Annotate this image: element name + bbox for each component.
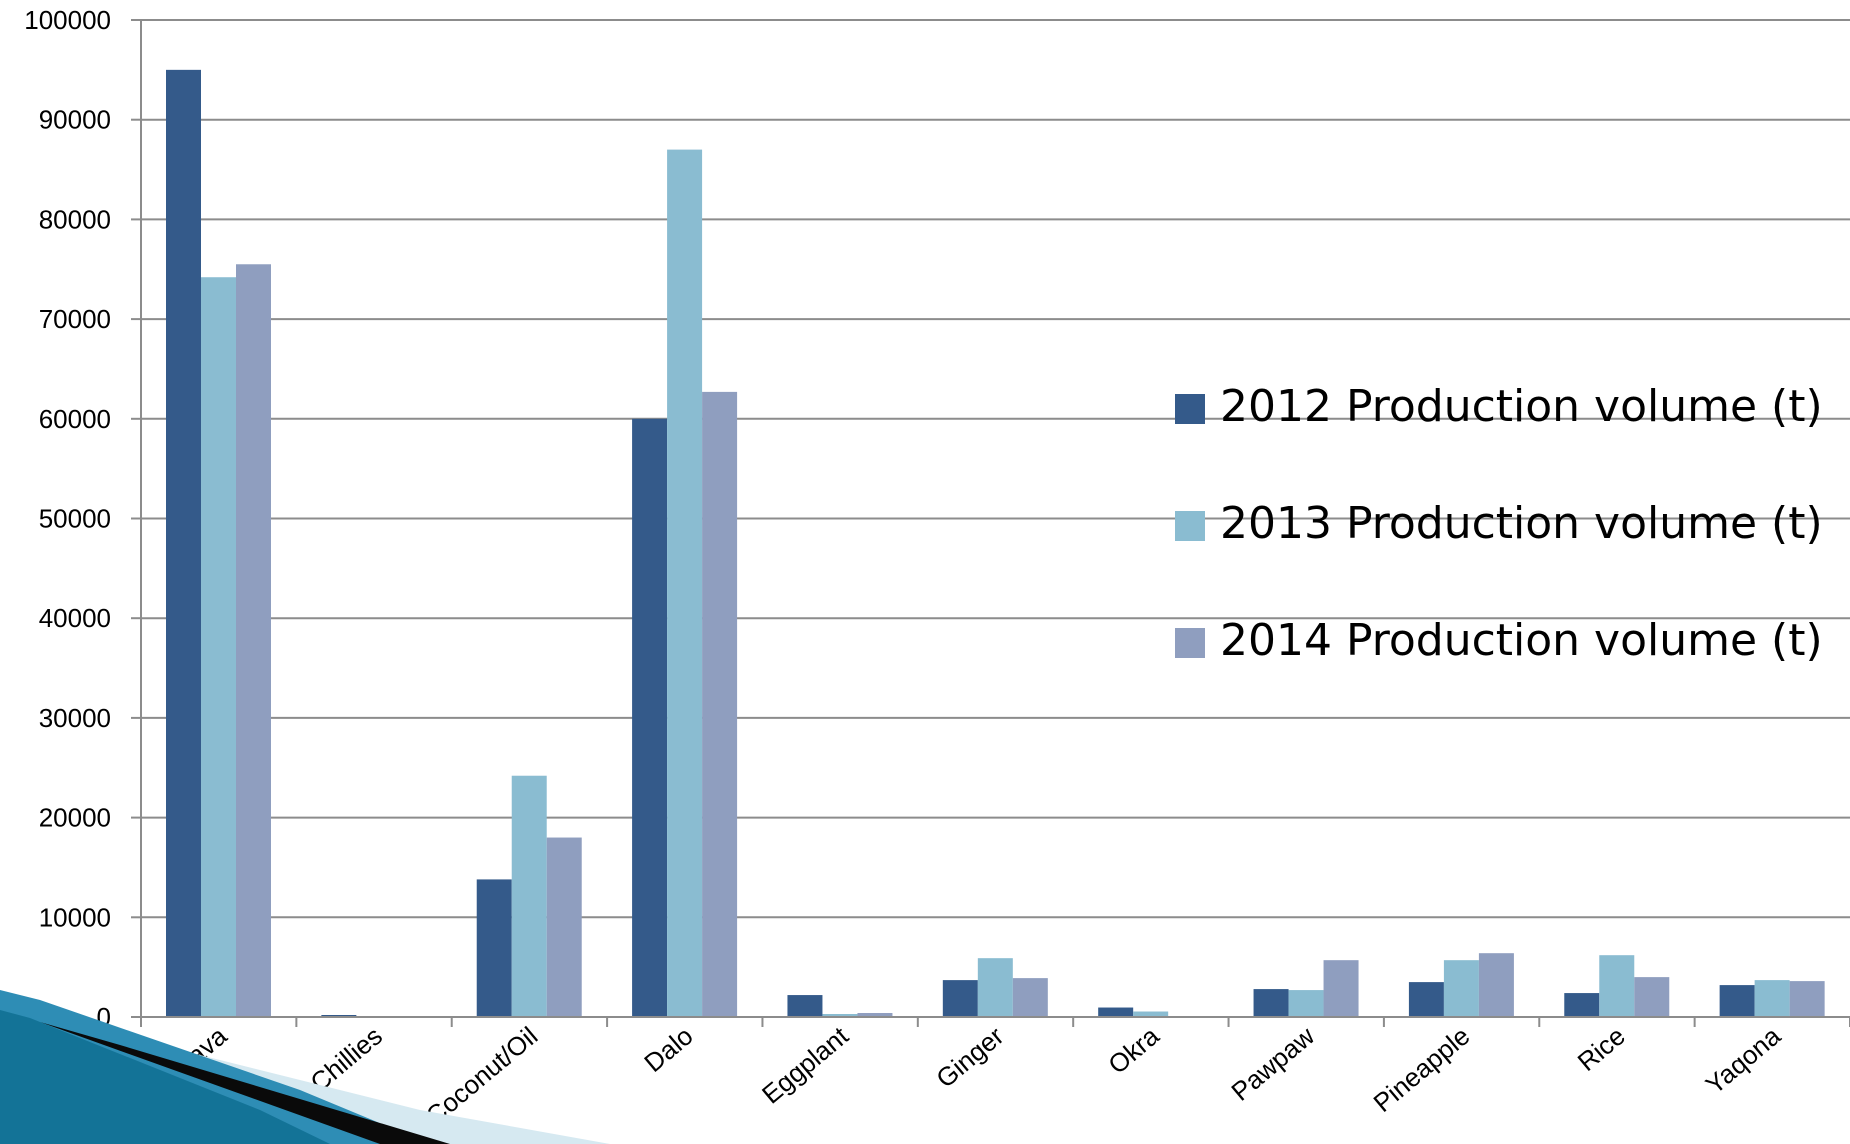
bar-okra-s1 <box>1133 1011 1169 1017</box>
y-tick-label: 80000 <box>39 204 111 234</box>
bar-coconutoil-s0 <box>476 879 512 1017</box>
x-category-label: Rice <box>1572 1021 1631 1077</box>
bar-cassava-s2 <box>236 264 271 1017</box>
x-category-label: Yaqona <box>1700 1020 1787 1100</box>
bar-pineapple-s2 <box>1478 953 1514 1017</box>
bar-eggplant-s0 <box>787 995 823 1017</box>
x-category-label: Okra <box>1102 1020 1165 1080</box>
legend: 2012 Production volume (t) 2013 Productio… <box>1175 381 1823 666</box>
slide-corner-decoration <box>0 990 610 1144</box>
bar-eggplant-s1 <box>822 1014 858 1017</box>
y-tick-label: 70000 <box>39 304 111 334</box>
bar-pawpaw-s1 <box>1288 990 1324 1017</box>
bar-pawpaw-s2 <box>1323 960 1359 1017</box>
x-category-label: Pineapple <box>1368 1021 1476 1118</box>
y-tick-label: 60000 <box>39 404 111 434</box>
bar-pineapple-s1 <box>1443 960 1479 1017</box>
bar-coconutoil-s2 <box>546 837 582 1017</box>
bar-dalo-s1 <box>667 149 703 1018</box>
bar-okra-s0 <box>1098 1007 1134 1017</box>
y-axis-ticks: 0100002000030000400005000060000700008000… <box>24 5 141 1032</box>
bar-ginger-s1 <box>977 958 1013 1017</box>
bar-yaqona-s0 <box>1719 985 1755 1017</box>
bar-coconutoil-s1 <box>511 775 547 1017</box>
bar-dalo-s2 <box>702 391 738 1018</box>
y-tick-label: 30000 <box>39 703 111 733</box>
bar-rice-s2 <box>1634 977 1670 1017</box>
bar-cassava-s1 <box>201 277 236 1017</box>
x-category-label: Ginger <box>930 1020 1009 1093</box>
gridlines <box>141 19 1850 1018</box>
bar-ginger-s0 <box>942 980 978 1017</box>
legend-swatch <box>1175 394 1205 424</box>
bar-rice-s0 <box>1564 993 1600 1017</box>
corner-swoosh-black <box>40 1022 450 1144</box>
bar-yaqona-s2 <box>1789 981 1825 1017</box>
bars <box>166 69 1825 1018</box>
bar-pawpaw-s0 <box>1253 989 1289 1017</box>
y-tick-label: 90000 <box>39 105 111 135</box>
bar-pineapple-s0 <box>1408 982 1444 1017</box>
legend-label: 2013 Production volume (t) <box>1220 498 1823 549</box>
legend-label: 2014 Production volume (t) <box>1220 615 1823 666</box>
bar-cassava-s0 <box>166 69 201 1018</box>
y-tick-label: 20000 <box>39 803 111 833</box>
legend-swatch <box>1175 628 1205 658</box>
bar-rice-s1 <box>1599 955 1635 1017</box>
x-category-label: Eggplant <box>756 1020 855 1109</box>
y-tick-label: 50000 <box>39 504 111 534</box>
bar-dalo-s0 <box>632 418 668 1017</box>
y-tick-label: 40000 <box>39 603 111 633</box>
legend-swatch <box>1175 511 1205 541</box>
bar-yaqona-s1 <box>1754 980 1790 1017</box>
legend-label: 2012 Production volume (t) <box>1220 381 1823 432</box>
x-category-label: Pawpaw <box>1226 1020 1321 1106</box>
y-tick-label: 100000 <box>24 5 111 35</box>
x-category-label: Dalo <box>638 1021 698 1078</box>
bar-ginger-s2 <box>1012 978 1048 1017</box>
corner-swoosh-teal <box>0 1010 330 1144</box>
bar-eggplant-s2 <box>857 1013 893 1017</box>
y-tick-label: 10000 <box>39 902 111 932</box>
